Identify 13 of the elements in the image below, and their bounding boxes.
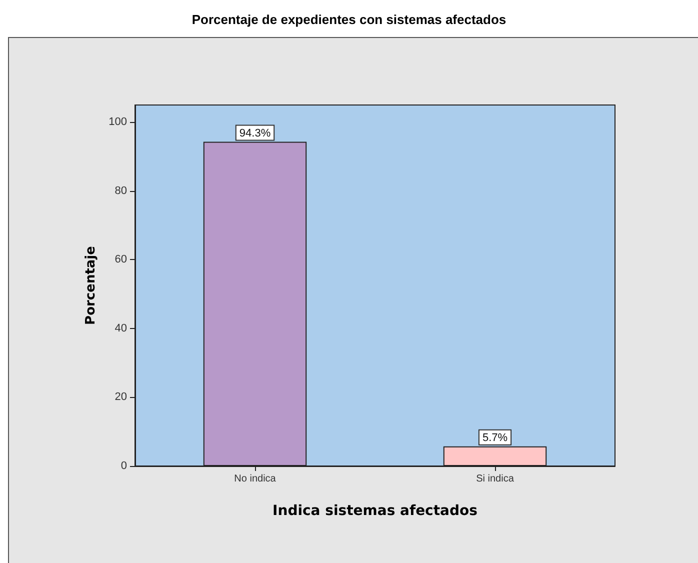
y-tick-label: 40 [114, 322, 127, 334]
x-axis-title: Indica sistemas afectados [272, 503, 478, 519]
data-label: 94.3% [239, 127, 271, 140]
y-tick-label: 20 [114, 391, 127, 404]
chart-title: Porcentaje de expedientes con sistemas afectados [192, 12, 506, 27]
x-tick-label: Si indica [476, 474, 514, 484]
y-axis-title: Porcentaje [84, 246, 99, 325]
y-tick-label: 80 [114, 184, 127, 197]
y-tick-label: 0 [120, 460, 127, 472]
x-tick-label: No indica [234, 474, 276, 484]
y-tick-label: 100 [108, 116, 127, 128]
data-label: 5.7% [482, 432, 508, 444]
y-tick-label: 60 [114, 254, 127, 266]
